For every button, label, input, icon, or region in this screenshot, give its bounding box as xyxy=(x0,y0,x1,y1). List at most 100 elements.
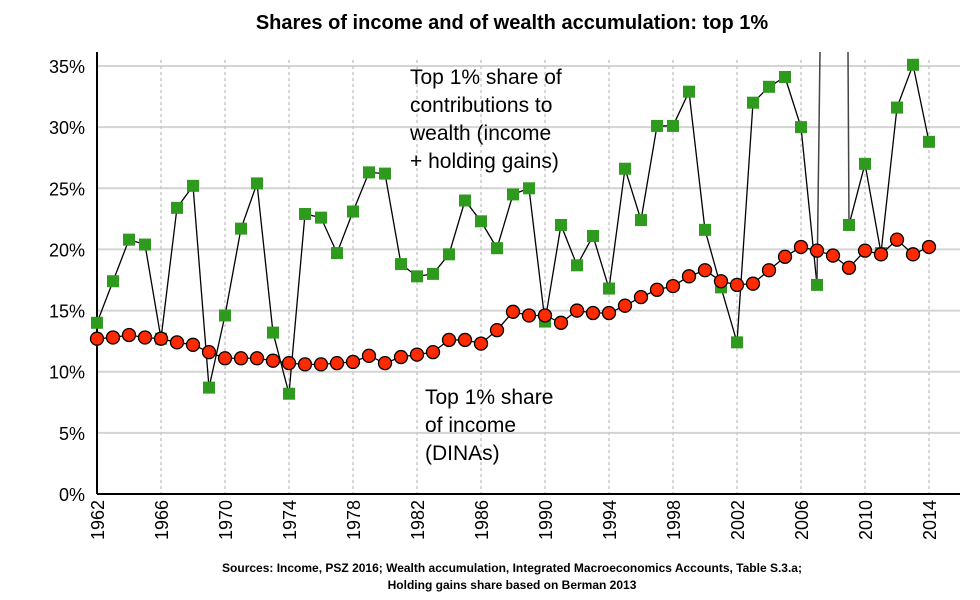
data-point-square xyxy=(91,316,103,329)
data-point-circle xyxy=(313,357,329,372)
data-point-square xyxy=(267,326,279,339)
x-tick-label: 1982 xyxy=(408,500,428,540)
data-point-circle xyxy=(905,247,921,262)
data-point-circle xyxy=(521,308,537,323)
x-tick-label: 1990 xyxy=(536,500,556,540)
data-point-circle xyxy=(329,356,345,371)
data-point-circle xyxy=(473,336,489,351)
data-point-square xyxy=(523,182,535,195)
data-point-square xyxy=(907,58,919,71)
annotation-wealth-line: contributions to xyxy=(410,94,552,117)
data-point-square xyxy=(331,247,343,260)
data-point-circle xyxy=(665,278,681,294)
data-point-square xyxy=(603,282,615,295)
data-point-circle xyxy=(297,357,313,372)
data-point-circle xyxy=(761,263,777,278)
x-tick-label: 1970 xyxy=(216,500,236,540)
data-point-square xyxy=(427,267,439,280)
x-tick-label: 1998 xyxy=(664,500,684,540)
axes: 0% 5% 10% 15% 20% 25% 30% 35% 1962 1966 1970 1974 19… xyxy=(49,52,960,540)
data-point-square xyxy=(859,157,871,170)
data-point-circle xyxy=(345,354,361,370)
data-point-square xyxy=(763,80,775,93)
data-point-square xyxy=(747,96,759,109)
data-point-square xyxy=(411,270,423,283)
data-point-circle xyxy=(857,243,873,258)
series-line xyxy=(848,62,930,254)
data-point-square xyxy=(299,207,311,220)
x-tick-label: 2006 xyxy=(792,500,812,540)
data-point-square xyxy=(811,278,823,291)
data-point-circle xyxy=(105,330,121,345)
data-point-square xyxy=(699,223,711,236)
data-point-circle xyxy=(777,249,793,264)
data-point-circle xyxy=(377,356,393,371)
data-point-square xyxy=(619,162,631,175)
data-point-square xyxy=(171,201,183,214)
data-point-square xyxy=(379,167,391,180)
x-tick-label: 2014 xyxy=(920,500,940,540)
series-layer xyxy=(89,51,937,400)
data-point-square xyxy=(443,248,455,261)
data-point-circle xyxy=(585,305,601,321)
data-point-square xyxy=(795,121,807,134)
series-line xyxy=(96,76,818,394)
data-point-square xyxy=(219,309,231,322)
x-tick-label: 1966 xyxy=(152,500,172,540)
data-point-circle xyxy=(809,243,825,258)
data-point-circle xyxy=(825,248,841,263)
annotation-income-line: (DINAs) xyxy=(425,442,500,465)
data-point-circle xyxy=(649,282,665,297)
data-point-square xyxy=(843,218,855,231)
data-point-circle xyxy=(617,298,633,313)
annotation-wealth-line: + holding gains) xyxy=(410,150,559,173)
data-point-circle xyxy=(569,303,585,318)
data-point-circle xyxy=(393,349,409,365)
data-point-square xyxy=(507,188,519,201)
data-point-circle xyxy=(921,239,937,255)
data-point-circle xyxy=(265,353,281,368)
data-point-circle xyxy=(121,327,137,343)
data-point-square xyxy=(587,229,599,242)
data-point-circle xyxy=(697,263,713,278)
data-point-square xyxy=(555,218,567,231)
source-line: Sources: Income, PSZ 2016; Wealth accumu… xyxy=(222,561,802,575)
data-point-circle xyxy=(137,330,153,345)
annotation-wealth-line: wealth (income xyxy=(409,122,551,145)
x-tick-label: 1962 xyxy=(88,500,108,540)
offscale-line xyxy=(847,51,850,225)
data-point-square xyxy=(347,205,359,218)
data-point-square xyxy=(315,211,327,224)
series-income-share xyxy=(89,232,937,372)
annotation-income-line: of income xyxy=(425,414,516,437)
y-tick-label: 30% xyxy=(49,118,85,138)
y-tick-label: 5% xyxy=(59,424,85,444)
data-point-square xyxy=(107,275,119,288)
data-point-circle xyxy=(841,260,857,275)
data-point-circle xyxy=(537,308,553,323)
x-tick-label: 2002 xyxy=(728,500,748,540)
data-point-square xyxy=(475,215,487,228)
data-point-circle xyxy=(425,344,441,360)
x-tick-label: 1978 xyxy=(344,500,364,540)
data-point-square xyxy=(731,336,743,349)
data-point-square xyxy=(363,166,375,179)
data-point-circle xyxy=(233,351,249,366)
data-point-circle xyxy=(281,356,297,371)
data-point-square xyxy=(667,119,679,132)
data-point-square xyxy=(651,119,663,132)
chart-title: Shares of income and of wealth accumulat… xyxy=(256,12,769,34)
data-point-circle xyxy=(409,347,425,362)
y-tick-label: 25% xyxy=(49,179,85,199)
data-point-circle xyxy=(217,351,233,366)
x-tick-label: 1994 xyxy=(600,500,620,540)
data-point-square xyxy=(635,214,647,227)
data-point-square xyxy=(139,238,151,251)
data-point-square xyxy=(203,381,215,394)
annotation-wealth-line: Top 1% share of xyxy=(410,66,562,89)
data-point-circle xyxy=(441,332,457,348)
data-point-square xyxy=(571,259,583,272)
y-tick-label: 10% xyxy=(49,363,85,383)
data-point-circle xyxy=(889,232,905,247)
data-point-square xyxy=(395,258,407,271)
